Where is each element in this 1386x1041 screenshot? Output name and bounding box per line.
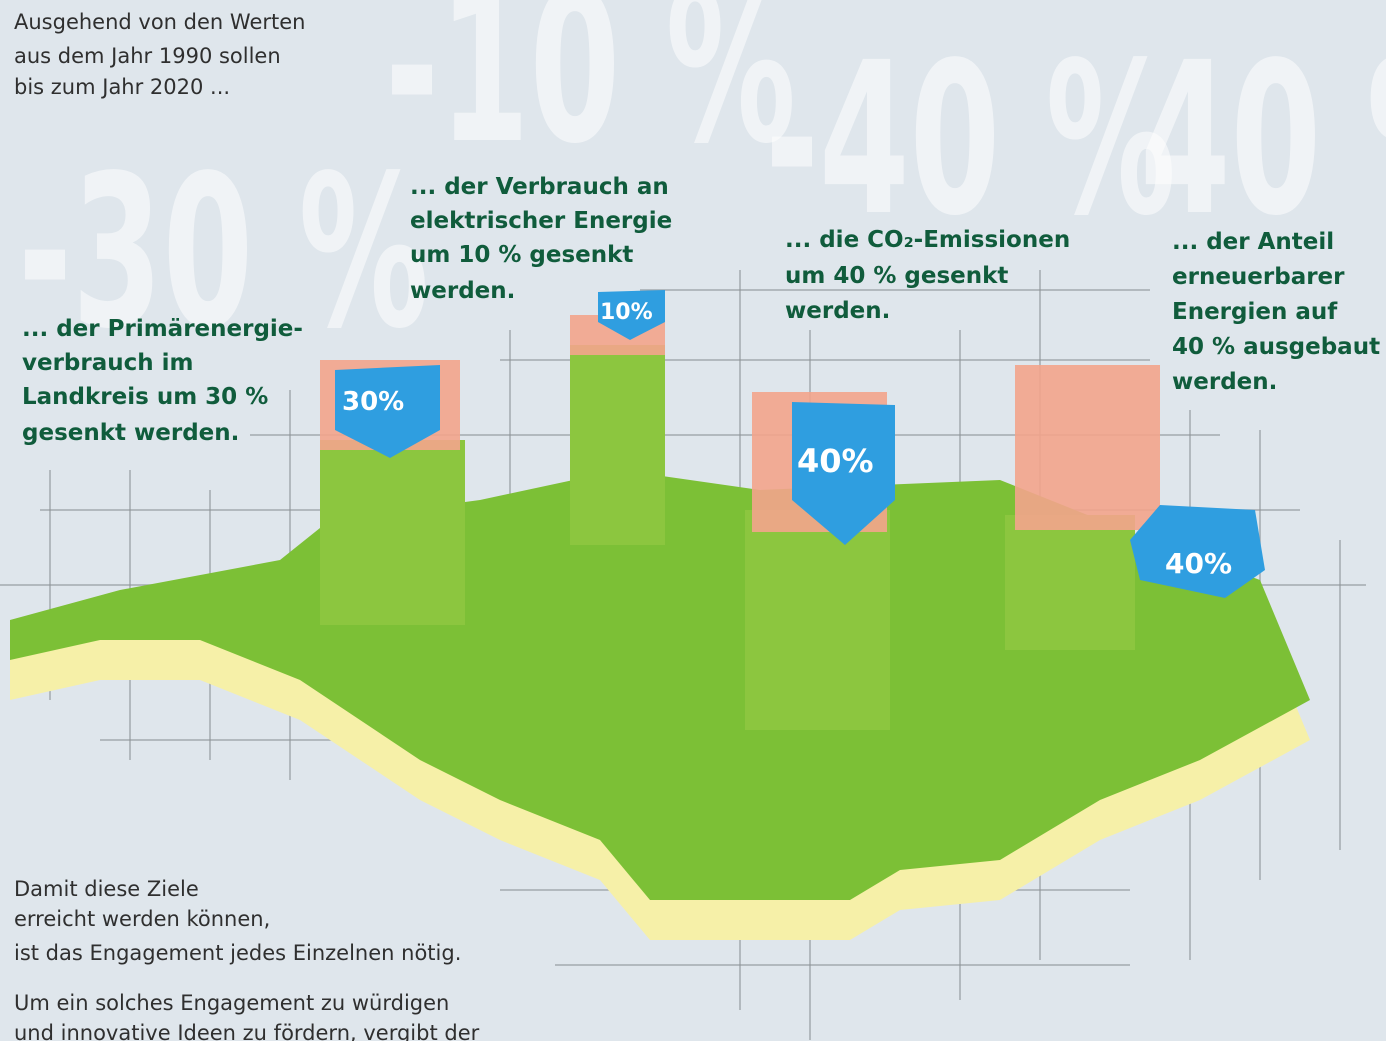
goal-line: ... der Anteil [1172,229,1334,255]
badge: 10% [600,300,653,325]
intro-line: Ausgehend von den Werten [14,10,305,34]
goal-line: verbrauch im [22,350,194,376]
goal-line: ... der Primärenergie- [22,316,303,342]
goal-line: werden. [410,278,515,304]
footer-line: Um ein solches Engagement zu würdigen [14,991,449,1015]
goal-line: um 10 % gesenkt [410,242,633,268]
goal-line: werden. [1172,369,1277,395]
goal-line: gesenkt werden. [22,420,239,446]
badge: 40% [797,442,874,480]
goal-line: ... der Verbrauch an [410,174,669,200]
infographic: -30 % -10 % -40 % 40 % 30% 10% 40% 40% [0,0,1386,1041]
column: 30% [320,360,465,625]
intro-line: aus dem Jahr 1990 sollen [14,44,281,68]
column: 40% [745,392,895,730]
column: 10% [570,290,665,545]
goal-line: Landkreis um 30 % [22,384,268,410]
goal-line: ... die CO₂-Emissionen [785,227,1070,253]
watermark: -40 % [765,18,1176,262]
intro-line: bis zum Jahr 2020 ... [14,75,230,99]
goal-line: Energien auf [1172,299,1338,325]
badge: 40% [1165,547,1232,580]
goal-line: um 40 % gesenkt [785,263,1008,289]
goal-line: werden. [785,298,890,324]
footer-line: Damit diese Ziele [14,877,199,901]
footer-line: ist das Engagement jedes Einzelnen nötig… [14,941,461,965]
badge: 30% [342,387,404,417]
watermark: -10 % [385,0,796,190]
goal-line: elektrischer Energie [410,208,672,234]
footer-line: erreicht werden können, [14,907,270,931]
watermark: 40 % [1140,18,1386,262]
footer-line: und innovative Ideen zu fördern, vergibt… [14,1021,480,1041]
goal-line: erneuerbarer [1172,264,1345,290]
goal-line: 40 % ausgebaut [1172,334,1380,360]
